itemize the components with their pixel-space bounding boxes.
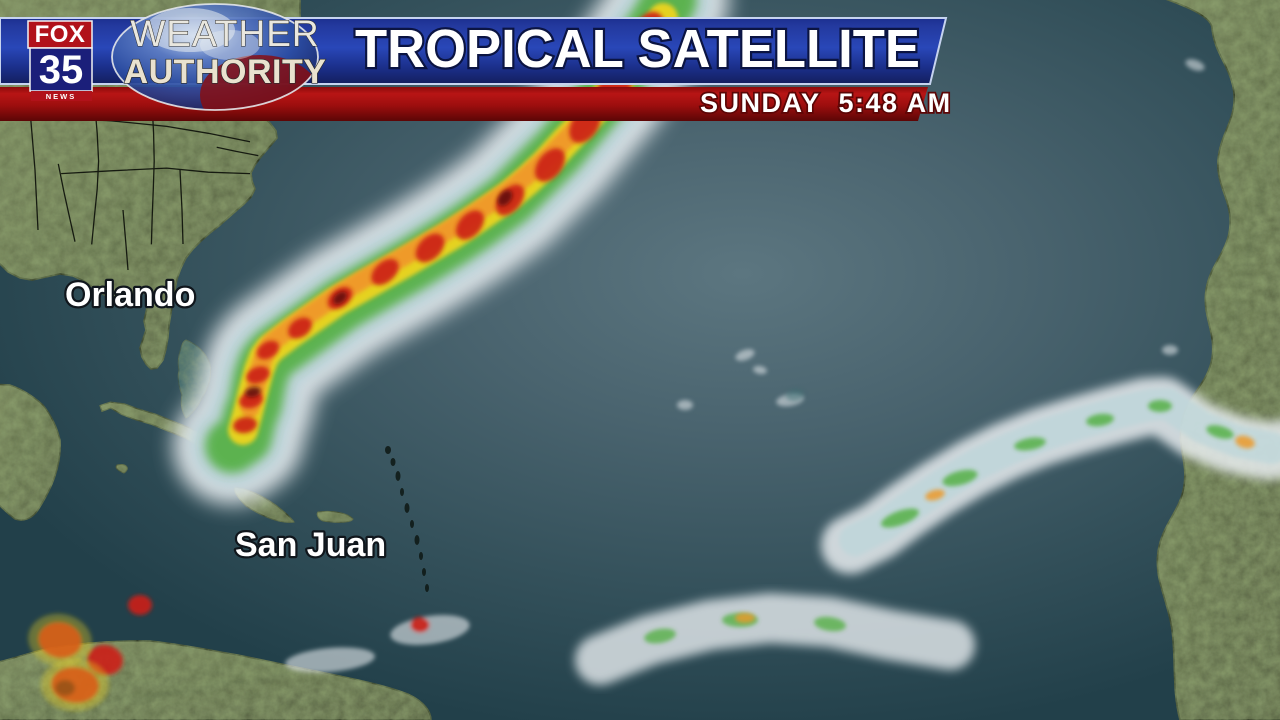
svg-text:San Juan: San Juan [235, 526, 386, 564]
svg-text:Orlando: Orlando [65, 276, 195, 314]
